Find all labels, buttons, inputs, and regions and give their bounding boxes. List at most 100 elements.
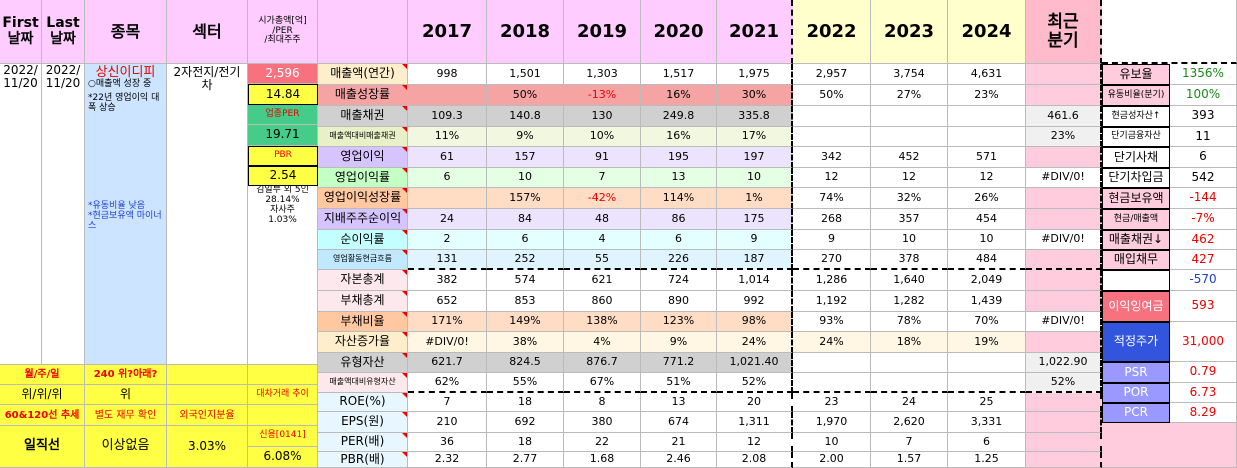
row-label[interactable]: 영업활동현금흐름 [318,250,408,270]
header-year-2017[interactable]: 2017 [408,0,487,64]
sector-cell[interactable]: 2자전지/전기차 [167,64,248,365]
value-2022[interactable]: 270 [793,250,871,270]
value-2024[interactable]: 484 [948,250,1026,270]
value-2020[interactable]: 86 [641,209,717,230]
value-2022[interactable]: 93% [793,312,871,332]
value-2020[interactable]: 9% [641,332,717,353]
value-2021[interactable]: 12 [717,433,793,452]
value-2018[interactable]: 55% [487,373,564,393]
row-label[interactable]: 자본총계 [318,270,408,291]
value-2024[interactable]: 3,331 [948,412,1026,433]
loan-trend[interactable]: 대차거래 추이 [248,385,318,405]
value-2020[interactable]: 16% [641,127,717,147]
recent-quarter-value[interactable] [1026,209,1102,230]
value-2022[interactable]: 12 [793,168,871,188]
value-2022[interactable] [793,373,871,393]
value-2018[interactable]: 84 [487,209,564,230]
value-2017[interactable]: 7 [408,393,487,412]
value-2024[interactable]: 1.25 [948,452,1026,468]
row-label[interactable]: PBR(배) [318,452,408,468]
value-2017[interactable]: 62% [408,373,487,393]
row-label[interactable]: 매출액대비매출채권 [318,127,408,147]
value-2021[interactable]: 2.08 [717,452,793,468]
recent-quarter-value[interactable] [1026,393,1102,412]
value-2018[interactable]: 140.8 [487,106,564,127]
trend-value[interactable]: 별도 재무 확인 [85,405,167,426]
side-value[interactable]: -144 [1170,188,1237,209]
value-2017[interactable] [408,188,487,209]
value-2021[interactable]: 9 [717,230,793,250]
value-2020[interactable]: 890 [641,291,717,312]
pbr-label[interactable]: PBR [248,146,318,166]
value-2020[interactable]: 1,517 [641,64,717,85]
value-2023[interactable]: 357 [871,209,948,230]
row-label[interactable]: 영업이익 [318,147,408,168]
side-label[interactable]: 현금성자산↑ [1102,106,1170,127]
value-2017[interactable]: 2 [408,230,487,250]
value-2020[interactable]: 724 [641,270,717,291]
header-stock[interactable]: 종목 [85,0,167,64]
side-value[interactable]: 462 [1170,230,1237,250]
value-2024[interactable] [948,106,1026,127]
value-2022[interactable]: 74% [793,188,871,209]
value-2018[interactable]: 9% [487,127,564,147]
stock-memo-cell[interactable]: 상신이디피 ○매출액 성장 중 *22년 영업이익 대폭 상승 *유동비율 낮음 *현… [85,64,167,365]
value-2021[interactable]: 197 [717,147,793,168]
header-last-date[interactable]: Last 날짜 [42,0,85,64]
value-2021[interactable]: 335.8 [717,106,793,127]
value-2019[interactable]: 860 [564,291,641,312]
value-2023[interactable]: 32% [871,188,948,209]
value-2022[interactable]: 1,286 [793,270,871,291]
value-2022[interactable]: 268 [793,209,871,230]
position-1[interactable]: 위/위/위 [0,385,85,405]
value-2020[interactable]: 674 [641,412,717,433]
recent-quarter-value[interactable]: #DIV/0! [1026,168,1102,188]
side-label[interactable] [1102,270,1170,291]
side-value[interactable]: 542 [1170,168,1237,188]
value-2017[interactable]: 11% [408,127,487,147]
recent-quarter-value[interactable] [1026,188,1102,209]
side-value[interactable]: -570 [1170,270,1237,291]
value-2022[interactable]: 10 [793,433,871,452]
side-value[interactable]: -7% [1170,209,1237,230]
header-year-2020[interactable]: 2020 [641,0,717,64]
value-2019[interactable]: 1,303 [564,64,641,85]
value-2018[interactable]: 6 [487,230,564,250]
blank-y2[interactable] [248,365,318,385]
value-2023[interactable]: 2,620 [871,412,948,433]
value-2017[interactable]: 24 [408,209,487,230]
value-2023[interactable]: 27% [871,85,948,106]
side-value[interactable]: 8.29 [1170,403,1237,423]
value-2024[interactable]: 571 [948,147,1026,168]
side-label[interactable]: 단기사채 [1102,147,1170,168]
recent-quarter-value[interactable] [1026,433,1102,452]
value-2023[interactable]: 7 [871,433,948,452]
value-2020[interactable]: 13 [641,393,717,412]
recent-quarter-value[interactable] [1026,452,1102,468]
value-2021[interactable]: 17% [717,127,793,147]
value-2023[interactable]: 452 [871,147,948,168]
period-value[interactable]: 240 위?아래? [85,365,167,385]
value-2023[interactable] [871,353,948,373]
value-2018[interactable]: 18 [487,393,564,412]
value-2018[interactable]: 692 [487,412,564,433]
side-value[interactable]: 31,000 [1170,322,1237,362]
value-2024[interactable]: 10 [948,230,1026,250]
value-2017[interactable]: 131 [408,250,487,270]
side-value[interactable]: 6 [1170,147,1237,168]
value-2020[interactable]: 114% [641,188,717,209]
side-label[interactable]: 단기차입금 [1102,168,1170,188]
value-2018[interactable]: 157 [487,147,564,168]
value-2022[interactable]: 9 [793,230,871,250]
side-bottom-blank[interactable] [1102,423,1237,468]
value-2019[interactable]: 4 [564,230,641,250]
value-2017[interactable]: 210 [408,412,487,433]
foreign-label[interactable]: 외국인지분율 [167,405,248,426]
header-year-2019[interactable]: 2019 [564,0,641,64]
value-2021[interactable]: 10 [717,168,793,188]
header-sector[interactable]: 섹터 [167,0,248,64]
value-2020[interactable]: 771.2 [641,353,717,373]
value-2023[interactable]: 12 [871,168,948,188]
value-2017[interactable]: 998 [408,64,487,85]
value-2020[interactable]: 195 [641,147,717,168]
